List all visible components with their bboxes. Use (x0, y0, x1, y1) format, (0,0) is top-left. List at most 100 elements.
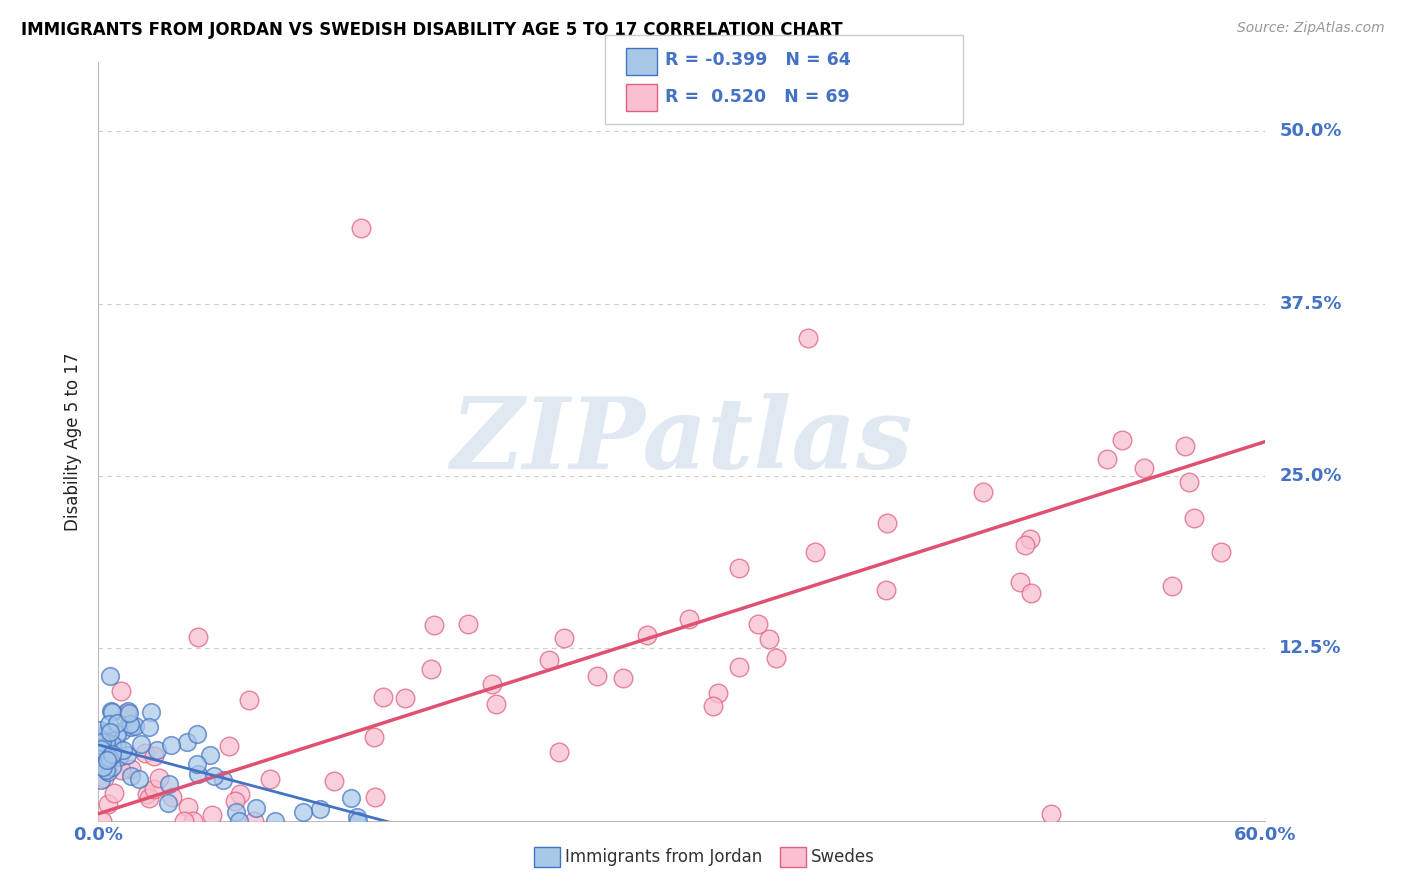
Point (259, 772, 281, 786)
Text: Swedes: Swedes (811, 848, 875, 866)
Point (346, 810, 368, 824)
Point (94, 763, 117, 777)
Point (117, 704, 139, 718)
Point (97, 797, 120, 812)
Point (340, 791, 363, 805)
Point (481, 676, 503, 690)
Point (138, 791, 160, 805)
Point (89, 734, 111, 748)
Y-axis label: Disability Age 5 to 17: Disability Age 5 to 17 (65, 352, 83, 531)
Point (225, 805, 247, 819)
Text: R =  0.520   N = 69: R = 0.520 N = 69 (665, 88, 849, 106)
Point (1182, 511, 1205, 525)
Point (1095, 452, 1118, 467)
Point (108, 750, 131, 764)
Point (707, 686, 730, 700)
Point (765, 651, 787, 665)
Point (1161, 579, 1184, 593)
Point (218, 739, 240, 754)
Point (457, 616, 479, 631)
Point (187, 631, 209, 645)
Point (238, 693, 260, 707)
Point (1014, 538, 1036, 552)
Point (702, 699, 724, 714)
Point (177, 800, 200, 814)
Point (201, 807, 224, 822)
Point (142, 748, 165, 763)
Point (156, 796, 179, 810)
Point (128, 772, 150, 786)
Point (110, 764, 132, 778)
Point (363, 730, 385, 744)
Point (89, 741, 111, 756)
Point (101, 737, 124, 751)
Point (876, 516, 898, 531)
Point (91, 760, 114, 774)
Point (1133, 460, 1156, 475)
Text: 50.0%: 50.0% (1279, 122, 1341, 140)
Point (875, 583, 897, 598)
Point (91, 741, 114, 756)
Point (176, 735, 198, 749)
Point (1018, 532, 1040, 546)
Point (224, 794, 246, 808)
Point (90, 814, 112, 828)
Point (97, 764, 120, 779)
Point (129, 737, 152, 751)
Point (797, 331, 820, 345)
Text: ZIPatlas: ZIPatlas (451, 393, 912, 490)
Point (115, 747, 138, 762)
Point (212, 772, 235, 787)
Point (537, 653, 560, 667)
Point (485, 697, 508, 711)
Point (93, 771, 115, 785)
Point (120, 720, 142, 734)
Point (1211, 545, 1233, 559)
Point (242, 814, 264, 828)
Point (758, 632, 780, 646)
Point (173, 814, 195, 828)
Text: 37.5%: 37.5% (1279, 294, 1341, 313)
Point (1040, 806, 1063, 821)
Point (118, 706, 141, 721)
Point (115, 706, 138, 721)
Point (612, 671, 634, 685)
Point (98, 725, 121, 739)
Point (322, 773, 344, 788)
Point (105, 727, 128, 741)
Point (96, 753, 118, 767)
Text: 25.0%: 25.0% (1279, 467, 1341, 485)
Point (1178, 475, 1201, 490)
Point (89, 756, 111, 770)
Point (160, 789, 183, 804)
Point (347, 814, 370, 828)
Point (138, 720, 160, 734)
Point (89, 723, 111, 738)
Point (420, 662, 443, 676)
Point (371, 690, 394, 704)
Point (245, 801, 267, 815)
Point (229, 787, 252, 801)
Point (103, 786, 125, 800)
Point (142, 781, 165, 796)
Point (804, 545, 827, 559)
Point (136, 787, 159, 801)
Point (553, 631, 575, 645)
Point (148, 771, 170, 785)
Point (186, 727, 208, 741)
Point (96, 735, 118, 749)
Point (187, 766, 209, 780)
Point (100, 705, 122, 719)
Point (198, 747, 221, 762)
Point (394, 690, 416, 705)
Point (1174, 439, 1197, 453)
Point (90, 773, 112, 788)
Point (101, 747, 124, 761)
Point (636, 628, 658, 642)
Point (90, 742, 112, 756)
Point (94, 753, 117, 767)
Point (364, 790, 387, 805)
Point (181, 814, 204, 828)
Point (94, 742, 117, 756)
Point (548, 745, 571, 759)
